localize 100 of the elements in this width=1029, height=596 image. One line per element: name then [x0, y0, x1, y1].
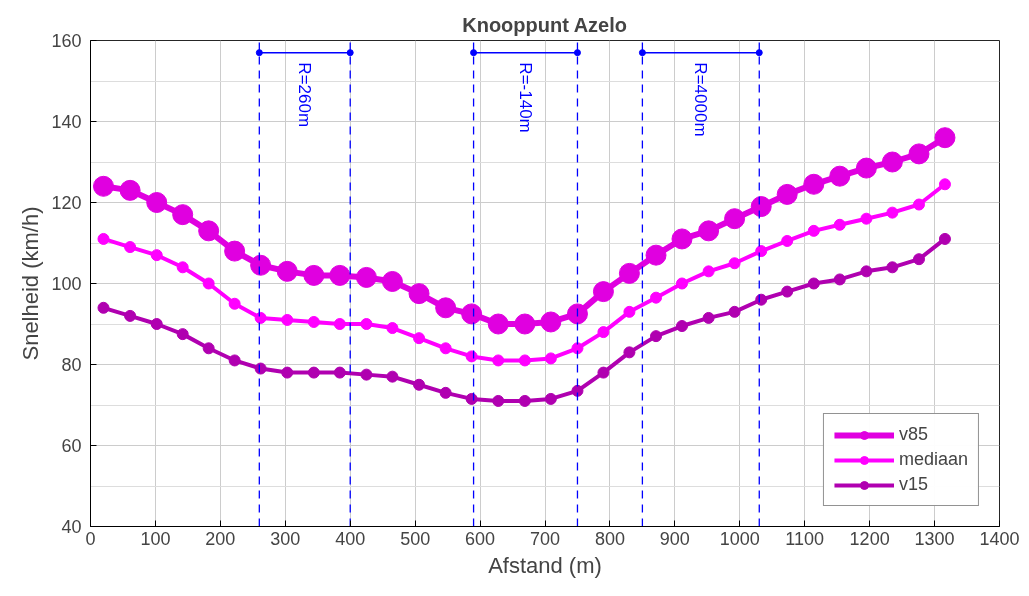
point — [355, 266, 377, 288]
point — [860, 265, 873, 278]
point — [702, 265, 715, 278]
x-tick-label: 200 — [205, 528, 236, 549]
y-tick-label: 120 — [51, 193, 82, 213]
y-tick-label: 40 — [61, 517, 82, 537]
point — [150, 318, 163, 330]
point — [750, 196, 772, 218]
point — [645, 244, 667, 266]
point — [728, 305, 741, 318]
point — [592, 281, 614, 303]
y-tick-label: 80 — [61, 355, 82, 375]
point — [934, 127, 956, 149]
point — [124, 241, 137, 254]
x-tick-label: 800 — [594, 528, 625, 549]
x-tick-label: 1400 — [979, 528, 1020, 549]
point — [228, 354, 241, 367]
y-tick-label: 60 — [61, 436, 82, 456]
x-tick-label: 700 — [529, 528, 561, 549]
point — [544, 352, 557, 365]
point — [487, 313, 509, 335]
point — [540, 311, 562, 333]
point — [386, 322, 399, 335]
x-tick-label: 1300 — [914, 528, 955, 549]
point — [228, 297, 241, 310]
point — [176, 328, 189, 341]
point — [886, 206, 899, 219]
point — [518, 394, 531, 407]
point — [755, 245, 768, 258]
x-tick-label: 0 — [85, 528, 96, 549]
x-tick-label: 900 — [659, 528, 690, 549]
point — [724, 208, 746, 230]
point — [728, 257, 741, 270]
point — [119, 179, 141, 201]
point — [492, 354, 505, 367]
point — [465, 392, 478, 405]
point — [912, 198, 925, 211]
point — [150, 249, 163, 262]
point — [413, 378, 426, 391]
annotation: R=-140m — [516, 62, 536, 133]
point — [386, 370, 399, 383]
x-tick-label: 100 — [140, 528, 171, 549]
point — [124, 309, 137, 322]
point — [571, 384, 584, 397]
point — [146, 192, 168, 213]
point — [829, 165, 851, 187]
x-tick-label: 1100 — [785, 528, 825, 549]
point — [518, 354, 531, 367]
point — [855, 157, 877, 179]
point — [465, 350, 478, 363]
point — [303, 264, 325, 286]
point — [807, 277, 820, 290]
annotation: R=260m — [295, 62, 315, 128]
point — [97, 301, 110, 314]
point — [618, 262, 640, 284]
point — [461, 303, 483, 325]
point — [333, 366, 346, 379]
point — [650, 330, 663, 343]
point — [623, 305, 636, 318]
x-tick-label: 600 — [465, 528, 496, 549]
point — [333, 318, 346, 330]
point — [439, 342, 452, 355]
annotation: R=4000m — [691, 62, 711, 137]
legend-label: mediaan — [898, 449, 968, 470]
point — [597, 366, 610, 379]
point — [408, 283, 430, 305]
x-tick-label: 1000 — [719, 528, 760, 549]
point — [276, 260, 298, 282]
x-tick-label: 300 — [270, 528, 301, 549]
point — [755, 293, 768, 306]
point — [571, 342, 584, 355]
point — [807, 224, 820, 237]
point — [202, 277, 215, 290]
point — [938, 178, 951, 191]
point — [671, 228, 693, 250]
point — [776, 183, 798, 205]
chart-title: Knooppunt Azelo — [462, 13, 628, 36]
point — [224, 240, 246, 262]
point — [492, 394, 505, 407]
point — [198, 220, 220, 242]
point — [254, 311, 267, 324]
point — [97, 232, 110, 245]
point — [597, 326, 610, 339]
point — [329, 264, 351, 286]
y-tick-label: 160 — [51, 31, 82, 51]
point — [435, 297, 457, 319]
point — [676, 320, 688, 333]
point — [360, 368, 373, 381]
legend-label: v15 — [898, 474, 928, 495]
point — [650, 291, 663, 304]
point — [781, 234, 794, 247]
point — [307, 366, 320, 379]
point — [307, 315, 320, 328]
point — [360, 318, 373, 330]
point — [176, 261, 189, 274]
y-tick-label: 140 — [51, 112, 82, 132]
point — [172, 204, 194, 226]
point — [908, 143, 930, 165]
x-tick-label: 500 — [400, 528, 431, 549]
point — [938, 232, 951, 245]
